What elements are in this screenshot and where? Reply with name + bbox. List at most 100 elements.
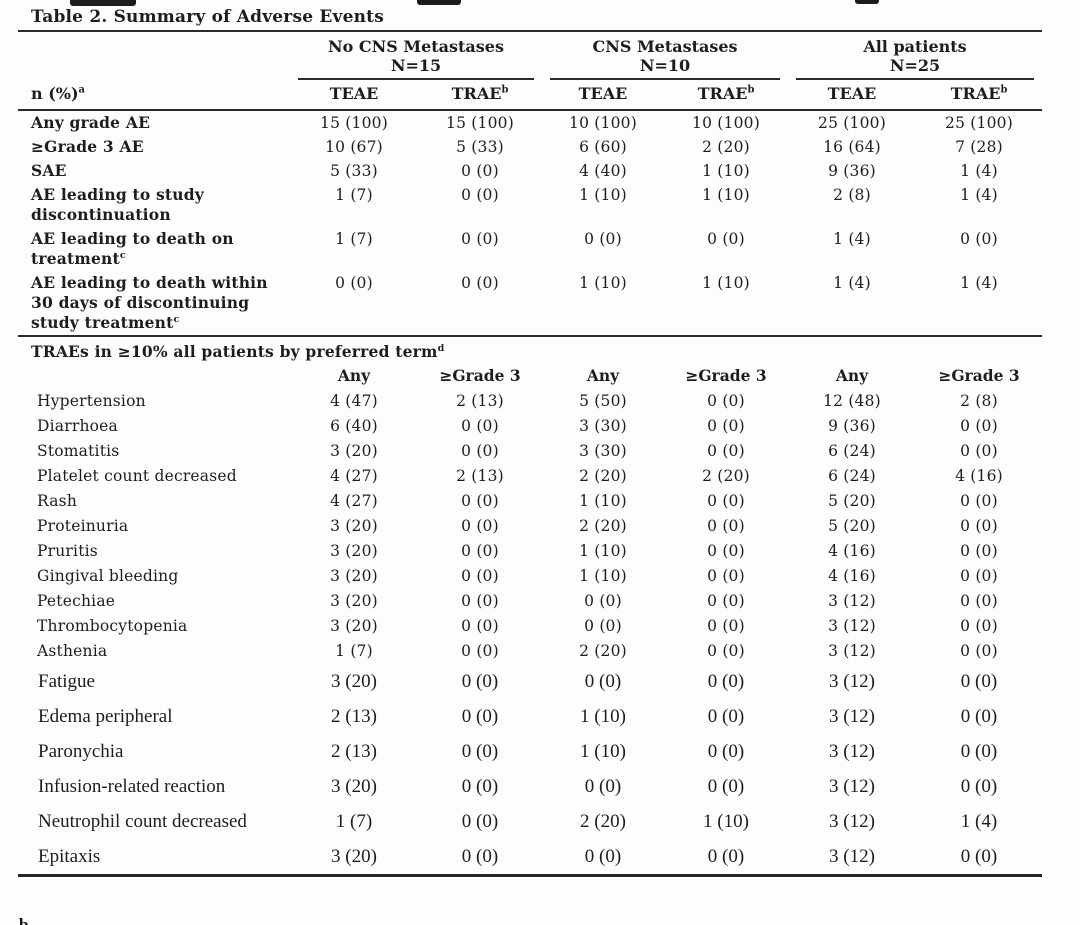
cell-value: 10 (100) — [692, 114, 760, 132]
row-label: AE leading to death within 30 days of di… — [31, 273, 268, 332]
cell-value: 0 (0) — [960, 492, 998, 510]
row-label: SAE — [31, 161, 67, 180]
row-label: Neutrophil count decreased — [38, 811, 247, 832]
column-header-grade3: ≥Grade 3 — [439, 366, 521, 385]
cell-value: 0 (0) — [461, 741, 499, 762]
table-row: Paronychia 2 (13) 0 (0) 1 (10) 0 (0) 3 (12) 0 … — [18, 734, 1042, 769]
col-group-label: No CNS Metastases — [328, 37, 504, 56]
cell-value: 3 (20) — [330, 567, 378, 585]
cell-value: 0 (0) — [461, 567, 499, 585]
table-row: Petechiae 3 (20) 0 (0) 0 (0) 0 (0) 3 (12) 0 (0… — [18, 589, 1042, 614]
cell-value: 0 (0) — [960, 642, 998, 660]
cell-value: 1 (10) — [703, 811, 749, 832]
cell-value: 4 (27) — [330, 492, 378, 510]
cell-value: 25 (100) — [945, 114, 1013, 132]
row-label: Diarrhoea — [37, 417, 118, 435]
row-label: Rash — [37, 492, 78, 510]
row-label: Asthenia — [37, 642, 108, 660]
column-header-any: Any — [586, 366, 620, 385]
adverse-events-table: Table 2. Summary of Adverse Events No CN… — [18, 0, 1042, 877]
cell-value: 0 (0) — [461, 642, 499, 660]
cell-value: 3 (12) — [828, 617, 876, 635]
cell-value: 0 (0) — [335, 274, 373, 292]
cell-value: 1 (10) — [702, 274, 750, 292]
cell-value: 0 (0) — [707, 392, 745, 410]
cell-value: 1 (10) — [579, 567, 627, 585]
cell-value: 0 (0) — [707, 642, 745, 660]
table-row: Neutrophil count decreased 1 (7) 0 (0) 2 (2… — [18, 804, 1042, 839]
cell-value: 1 (10) — [579, 186, 627, 204]
cell-value: 1 (10) — [579, 492, 627, 510]
cell-value: 0 (0) — [707, 567, 745, 585]
trae-column-header-row: Any ≥Grade 3 Any ≥Grade 3 Any ≥Grade 3 — [18, 364, 1042, 389]
cell-value: 3 (20) — [330, 542, 378, 560]
cell-value: 0 (0) — [960, 671, 998, 692]
column-header-grade3: ≥Grade 3 — [685, 366, 767, 385]
table-row: ≥Grade 3 AE 10 (67) 5 (33) 6 (60) 2 (20) 16 (… — [18, 135, 1042, 159]
cell-value: 3 (30) — [579, 417, 627, 435]
cell-value: 0 (0) — [461, 617, 499, 635]
cell-value: 1 (10) — [579, 274, 627, 292]
scan-artifact — [417, 0, 461, 5]
cell-value: 1 (4) — [960, 186, 998, 204]
table-row: Edema peripheral 2 (13) 0 (0) 1 (10) 0 (0) 3 … — [18, 699, 1042, 734]
table-row: Platelet count decreased 4 (27) 2 (13) 2 (2… — [18, 464, 1042, 489]
cell-value: 2 (20) — [579, 517, 627, 535]
cell-value: 0 (0) — [960, 567, 998, 585]
cell-value: 1 (10) — [702, 186, 750, 204]
row-label: Paronychia — [38, 741, 124, 762]
cell-value: 0 (0) — [461, 162, 499, 180]
cell-value: 3 (12) — [829, 776, 875, 797]
cell-value: 1 (4) — [960, 274, 998, 292]
cell-value: 0 (0) — [707, 442, 745, 460]
col-group-label: CNS Metastases — [592, 37, 738, 56]
scan-artifact — [855, 0, 879, 4]
cell-value: 0 (0) — [584, 592, 622, 610]
cell-value: 1 (10) — [580, 741, 626, 762]
cell-value: 0 (0) — [542, 839, 664, 877]
cell-value: 1 (7) — [335, 230, 373, 248]
cell-value: 0 (0) — [584, 776, 622, 797]
col-group-all-patients: All patients N=25 — [788, 32, 1042, 80]
cell-value: 0 (0) — [461, 492, 499, 510]
cell-value: 0 (0) — [707, 517, 745, 535]
table-row: AE leading to study discontinuation 1 (7)… — [18, 183, 1042, 227]
cell-value: 7 (28) — [955, 138, 1003, 156]
cell-value: 0 (0) — [461, 811, 499, 832]
row-label: Fatigue — [38, 671, 95, 692]
section-header-row: TRAEs in ≥10% all patients by preferred … — [18, 335, 1042, 364]
column-header-any: Any — [835, 366, 869, 385]
table-row: Fatigue 3 (20) 0 (0) 0 (0) 0 (0) 3 (12) 0 (0) — [18, 664, 1042, 699]
table-row: Pruritis 3 (20) 0 (0) 1 (10) 0 (0) 4 (16) 0 (0… — [18, 539, 1042, 564]
cell-value: 2 (13) — [331, 741, 377, 762]
col-group-no-cns: No CNS Metastases N=15 — [290, 32, 542, 80]
cell-value: 0 (0) — [960, 517, 998, 535]
cell-value: 0 (0) — [461, 706, 499, 727]
table-row: Gingival bleeding 3 (20) 0 (0) 1 (10) 0 (0) 4… — [18, 564, 1042, 589]
table-row: Rash 4 (27) 0 (0) 1 (10) 0 (0) 5 (20) 0 (0) — [18, 489, 1042, 514]
cell-value: 0 (0) — [707, 741, 745, 762]
table-row: AE leading to death on treatmentc 1 (7) 0 … — [18, 227, 1042, 271]
cell-value: 9 (36) — [828, 417, 876, 435]
cell-value: 3 (12) — [788, 839, 916, 877]
scan-artifact — [70, 0, 136, 6]
table-row: Diarrhoea 6 (40) 0 (0) 3 (30) 0 (0) 9 (36) 0 (… — [18, 414, 1042, 439]
cell-value: 0 (0) — [707, 542, 745, 560]
row-label: Proteinuria — [37, 517, 129, 535]
cell-value: 4 (27) — [330, 467, 378, 485]
table-row: AE leading to death within 30 days of di… — [18, 271, 1042, 336]
cell-value: 0 (0) — [584, 671, 622, 692]
cell-value: 3 (12) — [829, 741, 875, 762]
cell-value: 1 (7) — [335, 186, 373, 204]
cell-value: 0 (0) — [960, 617, 998, 635]
cell-value: 2 (13) — [456, 467, 504, 485]
row-label: Any grade AE — [31, 113, 151, 132]
cell-value: 1 (7) — [335, 642, 373, 660]
table-row: SAE 5 (33) 0 (0) 4 (40) 1 (10) 9 (36) 1 (4) — [18, 159, 1042, 183]
cell-value: 0 (0) — [916, 839, 1042, 877]
cell-value: 0 (0) — [461, 776, 499, 797]
row-label: AE leading to death on treatmentc — [31, 229, 234, 268]
cell-value: 3 (12) — [829, 671, 875, 692]
cell-value: 0 (0) — [461, 542, 499, 560]
